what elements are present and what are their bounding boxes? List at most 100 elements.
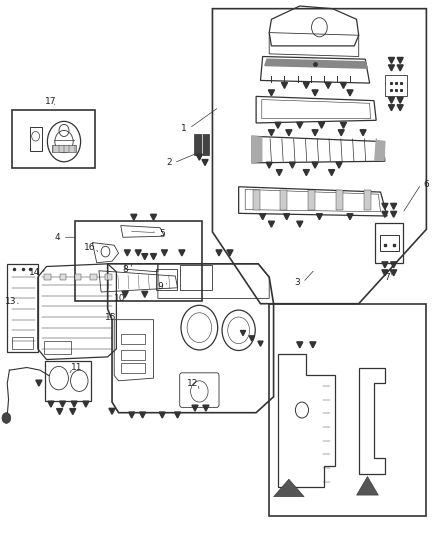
- Polygon shape: [131, 214, 137, 220]
- Text: 15: 15: [105, 312, 117, 321]
- Polygon shape: [391, 212, 397, 217]
- Text: 1: 1: [181, 124, 187, 133]
- Polygon shape: [71, 401, 77, 407]
- Text: 12: 12: [187, 379, 198, 388]
- Polygon shape: [249, 336, 254, 341]
- Polygon shape: [336, 190, 343, 210]
- Polygon shape: [336, 162, 342, 168]
- Polygon shape: [36, 380, 42, 386]
- Polygon shape: [280, 190, 287, 210]
- Text: 13: 13: [4, 296, 16, 305]
- Polygon shape: [53, 144, 76, 152]
- Polygon shape: [389, 65, 395, 71]
- Polygon shape: [253, 190, 260, 210]
- Polygon shape: [347, 90, 353, 96]
- Polygon shape: [284, 214, 290, 220]
- Polygon shape: [397, 105, 403, 111]
- Polygon shape: [382, 212, 388, 217]
- Circle shape: [2, 413, 11, 423]
- Polygon shape: [303, 169, 309, 175]
- Polygon shape: [286, 130, 292, 136]
- Polygon shape: [268, 130, 275, 136]
- Polygon shape: [203, 405, 209, 411]
- Bar: [380, 235, 399, 251]
- Bar: [44, 341, 71, 354]
- Polygon shape: [90, 274, 97, 280]
- Polygon shape: [150, 214, 156, 220]
- Text: 8: 8: [122, 265, 128, 273]
- Polygon shape: [135, 250, 141, 256]
- Polygon shape: [274, 479, 304, 497]
- Polygon shape: [275, 123, 281, 128]
- Polygon shape: [328, 169, 335, 175]
- Polygon shape: [266, 162, 272, 168]
- Text: 5: 5: [159, 229, 165, 238]
- Polygon shape: [174, 412, 180, 418]
- Polygon shape: [282, 83, 288, 88]
- Polygon shape: [382, 204, 388, 209]
- Polygon shape: [124, 250, 131, 256]
- Polygon shape: [364, 190, 371, 210]
- Text: 2: 2: [166, 158, 172, 167]
- Text: 14: 14: [29, 269, 40, 277]
- Polygon shape: [161, 250, 167, 256]
- Polygon shape: [44, 274, 51, 280]
- Polygon shape: [312, 162, 318, 168]
- Text: 3: 3: [295, 278, 300, 287]
- Text: 10: 10: [114, 294, 125, 303]
- Polygon shape: [265, 59, 367, 68]
- Bar: [155, 269, 177, 290]
- Polygon shape: [391, 262, 397, 268]
- Bar: [385, 75, 407, 96]
- Polygon shape: [57, 409, 63, 415]
- Polygon shape: [312, 130, 318, 136]
- Polygon shape: [150, 254, 156, 260]
- Polygon shape: [216, 250, 222, 256]
- Polygon shape: [179, 250, 185, 256]
- Polygon shape: [268, 90, 275, 96]
- Bar: [121, 334, 145, 344]
- Polygon shape: [389, 58, 395, 63]
- Polygon shape: [268, 221, 275, 227]
- Polygon shape: [48, 401, 54, 407]
- Polygon shape: [192, 405, 198, 411]
- Polygon shape: [389, 105, 395, 111]
- Bar: [46, 361, 91, 401]
- Polygon shape: [70, 409, 76, 415]
- Polygon shape: [196, 154, 202, 160]
- Polygon shape: [391, 204, 397, 209]
- Polygon shape: [375, 141, 385, 160]
- Bar: [375, 223, 403, 263]
- Polygon shape: [310, 342, 316, 348]
- Polygon shape: [397, 98, 403, 103]
- Polygon shape: [308, 190, 315, 210]
- Polygon shape: [316, 214, 322, 220]
- Text: 16: 16: [85, 244, 96, 253]
- Polygon shape: [60, 274, 66, 280]
- Text: 11: 11: [71, 363, 83, 372]
- Text: 7: 7: [384, 273, 390, 281]
- Text: 6: 6: [424, 180, 429, 189]
- Polygon shape: [338, 130, 344, 136]
- Polygon shape: [227, 250, 233, 256]
- Polygon shape: [312, 90, 318, 96]
- Polygon shape: [140, 412, 146, 418]
- Polygon shape: [389, 98, 395, 103]
- Bar: [121, 350, 145, 360]
- Bar: [12, 337, 33, 349]
- Polygon shape: [129, 412, 135, 418]
- Polygon shape: [252, 136, 262, 163]
- Polygon shape: [83, 401, 89, 407]
- Polygon shape: [297, 123, 303, 128]
- Polygon shape: [303, 83, 309, 88]
- Polygon shape: [202, 159, 208, 165]
- Polygon shape: [397, 65, 403, 71]
- Polygon shape: [318, 123, 325, 128]
- Polygon shape: [397, 58, 403, 63]
- Polygon shape: [391, 270, 397, 276]
- Polygon shape: [340, 123, 346, 128]
- Polygon shape: [75, 274, 81, 280]
- Polygon shape: [325, 83, 331, 88]
- Bar: [194, 134, 209, 155]
- Bar: [121, 364, 145, 373]
